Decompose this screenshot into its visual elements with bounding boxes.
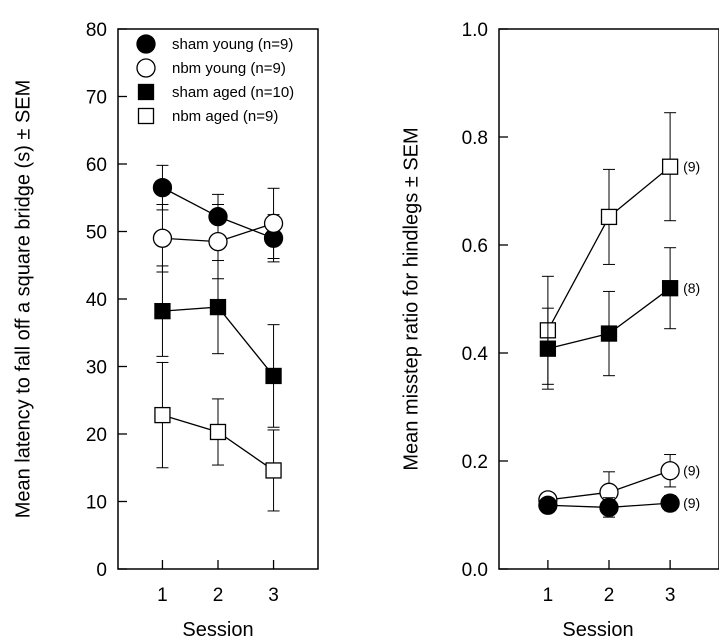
right-y-axis-title: Mean misstep ratio for hindlegs ± SEM — [400, 127, 422, 470]
data-point — [661, 158, 679, 175]
y-tick-label: 1.0 — [462, 20, 488, 41]
x-tick-label: 2 — [604, 585, 615, 606]
data-point — [265, 367, 282, 385]
y-tick-label: 0.0 — [462, 560, 488, 581]
data-point — [661, 280, 679, 297]
y-tick-label: 0.4 — [462, 344, 489, 365]
latency-chart: 0 10 20 30 40 50 60 70 80 1 2 3 sham young (n=9) nb… — [12, 20, 319, 641]
n-annotation: (9) — [683, 463, 700, 479]
data-point — [265, 462, 282, 479]
n-annotation: (8) — [683, 280, 700, 296]
series-open-square: (9) — [539, 112, 700, 385]
series-filled-square — [154, 260, 282, 428]
legend-label: sham aged (n=10) — [172, 84, 294, 101]
legend-marker — [137, 83, 155, 101]
right-x-axis-title: Session — [562, 619, 633, 641]
series-filled-circle: (9) — [538, 493, 700, 518]
data-point — [600, 325, 618, 342]
x-tick-label: 1 — [157, 585, 168, 606]
y-tick-label: 50 — [86, 223, 107, 244]
right-series-layer: (9) (8) (9) (9) — [538, 112, 700, 518]
data-point — [600, 208, 618, 226]
data-point — [660, 493, 680, 513]
data-point — [152, 177, 173, 198]
series-open-square — [154, 361, 282, 512]
left-x-axis: 1 2 3 — [157, 560, 279, 606]
y-tick-label: 0.8 — [462, 128, 488, 149]
left-y-axis-title: Mean latency to fall off a square bridge… — [12, 80, 34, 519]
x-tick-label: 2 — [213, 585, 224, 606]
data-point — [539, 340, 557, 357]
n-annotation: (9) — [683, 495, 700, 511]
legend-marker — [136, 34, 156, 54]
data-point — [208, 231, 228, 252]
legend-label: nbm aged (n=9) — [172, 108, 278, 125]
y-tick-label: 70 — [86, 88, 107, 109]
x-tick-label: 3 — [665, 585, 676, 606]
right-x-axis: 1 2 3 — [543, 560, 676, 606]
left-x-axis-title: Session — [182, 619, 253, 641]
y-tick-label: 0.2 — [462, 452, 488, 473]
legend-label: sham young (n=9) — [172, 36, 293, 53]
left-series-layer — [152, 164, 284, 512]
y-tick-label: 0 — [96, 560, 107, 581]
data-point — [209, 423, 227, 441]
n-annotation: (9) — [683, 159, 700, 175]
data-point — [538, 495, 558, 515]
data-point — [263, 213, 284, 234]
y-tick-label: 60 — [86, 155, 107, 176]
data-point — [154, 302, 171, 320]
x-tick-label: 3 — [268, 585, 279, 606]
y-tick-label: 10 — [86, 493, 107, 514]
x-tick-label: 1 — [543, 585, 554, 606]
y-tick-label: 30 — [86, 358, 107, 379]
data-point — [660, 461, 680, 481]
data-point — [154, 406, 171, 424]
data-point — [209, 298, 227, 316]
legend-marker — [137, 107, 155, 125]
left-y-axis: 0 10 20 30 40 50 60 70 80 — [86, 20, 127, 581]
right-y-axis: 0.0 0.2 0.4 0.6 0.8 1.0 — [462, 20, 508, 581]
legend-marker — [136, 58, 156, 78]
misstep-chart: 0.0 0.2 0.4 0.6 0.8 1.0 1 2 3 (9) (8) (9) (9) Sess… — [400, 20, 719, 641]
legend-label: nbm young (n=9) — [172, 60, 286, 77]
y-tick-label: 20 — [86, 425, 107, 446]
y-tick-label: 0.6 — [462, 236, 488, 257]
y-tick-label: 40 — [86, 290, 107, 311]
y-tick-label: 80 — [86, 20, 107, 41]
data-point — [152, 228, 173, 248]
legend: sham young (n=9) nbm young (n=9) sham aged… — [136, 34, 294, 125]
data-point — [599, 497, 619, 518]
series-filled-square: (8) — [539, 247, 700, 390]
